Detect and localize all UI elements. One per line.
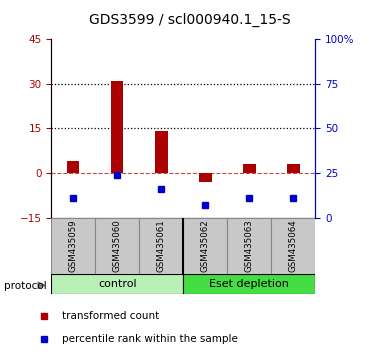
Text: GSM435062: GSM435062 (201, 219, 210, 273)
Bar (95, 218, 139, 274)
Bar (51, 218, 95, 274)
Bar (287, 164, 299, 173)
Bar (271, 218, 315, 274)
Text: GDS3599 / scl000940.1_15-S: GDS3599 / scl000940.1_15-S (89, 13, 291, 27)
Bar (155, 131, 168, 173)
Text: GSM435059: GSM435059 (69, 220, 78, 272)
Bar (67, 161, 79, 173)
Bar (51, 274, 183, 294)
Bar (183, 274, 315, 294)
Text: GSM435064: GSM435064 (289, 219, 298, 273)
Text: control: control (98, 279, 137, 289)
Text: GSM435061: GSM435061 (157, 219, 166, 273)
Text: Eset depletion: Eset depletion (209, 279, 289, 289)
Bar (111, 81, 124, 173)
Text: percentile rank within the sample: percentile rank within the sample (62, 334, 238, 344)
Bar (183, 218, 227, 274)
Bar (139, 218, 183, 274)
Text: GSM435063: GSM435063 (245, 219, 254, 273)
Text: GSM435060: GSM435060 (113, 219, 122, 273)
Bar (243, 164, 255, 173)
Bar (199, 173, 212, 182)
Bar (227, 218, 271, 274)
Text: transformed count: transformed count (62, 311, 159, 321)
Text: protocol: protocol (4, 281, 46, 291)
